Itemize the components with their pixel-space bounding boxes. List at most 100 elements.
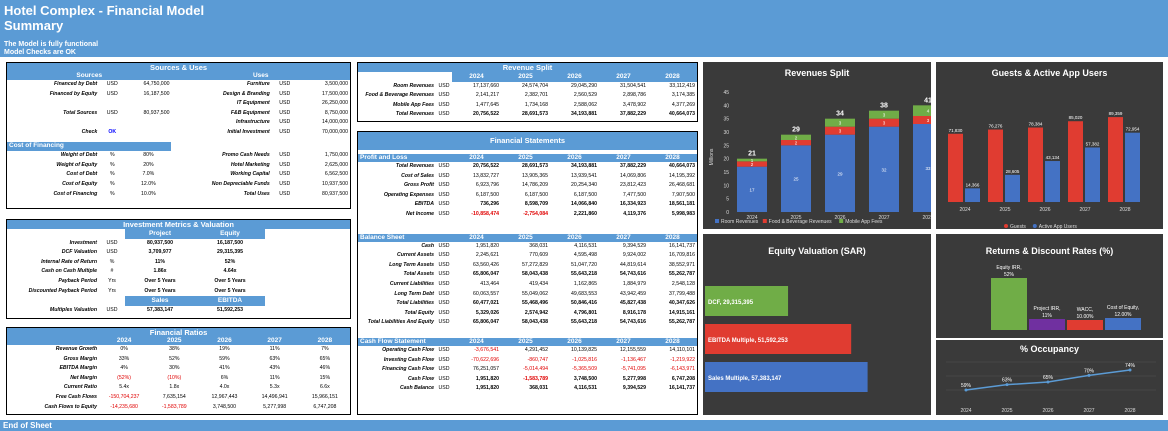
table-cell: 4% [120, 365, 128, 372]
table-cell: Check [81, 128, 98, 135]
table-cell: 34,193,881 [571, 163, 597, 169]
table-row: Total Revenues USD 20,756,522 28,691,573 34,… [358, 162, 697, 172]
table-cell: % [109, 190, 115, 197]
legend-swatch [1032, 224, 1037, 228]
table-cell: Cash Flow [408, 375, 434, 382]
y-tick-label: 35 [723, 117, 729, 123]
table-cell: Hotel Marketing [230, 161, 270, 168]
table-row: Long Term Assets USD 63,560,426 57,272,829 5… [358, 261, 697, 271]
table-row: Mobile App Fees USD 1,477,645 1,734,168 2,58… [358, 101, 697, 111]
data-label: EBITDA Multiple, 51,592,253 [708, 338, 788, 344]
table-cell: Design & Branding [223, 90, 270, 97]
table-cell: 80,937,500 [143, 109, 170, 116]
data-label: 59% [961, 383, 972, 389]
table-cell: USD [279, 109, 291, 116]
section-title: Profit and Loss [358, 154, 452, 162]
y-tick-label: 30 [723, 130, 729, 136]
table-cell: Operating Cash Flow [382, 346, 434, 353]
page-title: Hotel Complex - Financial Model [4, 3, 205, 18]
table-cell: 7,477,500 [622, 191, 646, 198]
table-row: Weight of Debt% 80% Promo Cash Needs USD 1,7… [7, 151, 350, 161]
year-header: 2027 [249, 337, 300, 345]
table-cell: Sales [125, 296, 195, 306]
table-cell: 2,574,942 [524, 309, 548, 316]
table-cell: 40,664,073 [669, 111, 695, 118]
table-cell: USD [106, 81, 118, 87]
table-cell: 3,478,902 [622, 101, 646, 108]
table-cell: 55,049,062 [522, 290, 548, 297]
table-row: Food & Beverage Revenues USD 2,141,217 2,38… [358, 91, 697, 101]
table-cell: 63,560,426 [473, 261, 499, 268]
table-cell: Total Liabilities [396, 300, 434, 307]
bar-mobile-app-fees [913, 105, 931, 116]
table-cell: Internal Rate of Return [41, 258, 97, 265]
table-cell: Discounted Payback Period [28, 287, 97, 294]
table-cell: Room Revenues [393, 82, 434, 89]
table-cell: USD [438, 210, 450, 217]
table-cell [265, 258, 350, 268]
table-cell: 2,382,701 [524, 92, 548, 99]
table-cell: 3,748,500 [573, 375, 597, 382]
table-cell: 736,296 [480, 201, 499, 208]
page-header: Hotel Complex - Financial Model Summary … [0, 0, 1168, 57]
year-header: 2028 [648, 233, 697, 242]
table-cell: USD [279, 161, 291, 168]
table-cell: 13,905,365 [522, 172, 548, 179]
table-cell: EBITDA [414, 201, 434, 208]
table-cell: 19% [219, 346, 230, 352]
data-label: 2 [751, 162, 754, 167]
bar-active-app-users [1005, 174, 1020, 202]
bar-mobile-app-fees [869, 110, 899, 119]
table-cell: Total Uses [243, 190, 270, 197]
table-row: DCF Valuation USD 3,709,977 29,315,395 [7, 248, 350, 258]
data-point [1087, 373, 1091, 377]
table-cell: USD [438, 163, 450, 169]
table-cell: USD [106, 249, 118, 256]
table-cell: Investing Cash Flow [383, 356, 434, 363]
section-title: Balance Sheet [358, 233, 452, 242]
data-label: 4 [927, 109, 930, 114]
table-row: Multiples Valuation USD 57,383,147 51,592,2… [7, 306, 350, 316]
table-cell: Non Depreciable Funds [211, 180, 270, 187]
table-cell: Long Term Assets [389, 261, 434, 268]
table-cell: USD [438, 346, 450, 353]
data-label: 76,276 [989, 124, 1003, 129]
guests-users-chart: Guests & Active App Users 71,830 14,366 20… [936, 62, 1163, 229]
table-cell: 13,832,727 [473, 172, 499, 179]
table-cell: 45,827,438 [620, 300, 646, 307]
table-row: Cash USD 1,951,820 368,031 4,116,531 9,394,52… [358, 242, 697, 252]
table-cell: 16,709,816 [669, 252, 695, 259]
table-cell: -1,219,922 [670, 356, 695, 363]
x-tick-label: 2028 [922, 215, 931, 221]
data-point [1128, 368, 1132, 372]
table-cell: Current Assets [397, 252, 434, 259]
col-equity: Equity [195, 229, 265, 239]
table-cell: 65% [319, 355, 331, 362]
table-cell: % [109, 152, 115, 159]
revenue-split-title: Revenue Split [358, 63, 697, 72]
bar-mobile-app-fees [825, 118, 855, 127]
table-cell: 3,748,500 [212, 403, 236, 410]
table-cell: 55,643,218 [571, 319, 597, 326]
bar-mobile-app-fees [781, 134, 811, 140]
data-label: Cost of Equity, [1107, 305, 1139, 311]
table-cell: 8,750,000 [324, 109, 348, 116]
guests-users-svg: 71,830 14,366 2024 76,276 28,605 2025 78,384 43… [948, 111, 1140, 229]
sources-header: Sources [7, 72, 172, 80]
y-tick-label: 20 [723, 157, 729, 163]
table-cell [7, 99, 99, 109]
bar-room-revenues [825, 134, 855, 212]
table-cell: 80,937,500 [147, 239, 173, 246]
table-cell: 18,561,181 [669, 201, 695, 208]
table-cell: 1,477,645 [475, 101, 499, 108]
table-cell: Financed by Equity [49, 90, 98, 97]
chart-title: Returns & Discount Rates (%) [985, 246, 1114, 256]
year-header: 2024 [452, 233, 501, 242]
y-tick-label: 10 [723, 183, 729, 189]
data-label: 1 [751, 158, 754, 163]
table-cell: 50,846,416 [571, 300, 597, 307]
bar-room-revenues [913, 124, 931, 212]
table-row: Long Term Debt USD 60,063,557 55,049,062 49,… [358, 290, 697, 300]
year-header: 2024 [452, 337, 501, 346]
data-label: 43,134 [1046, 155, 1060, 160]
